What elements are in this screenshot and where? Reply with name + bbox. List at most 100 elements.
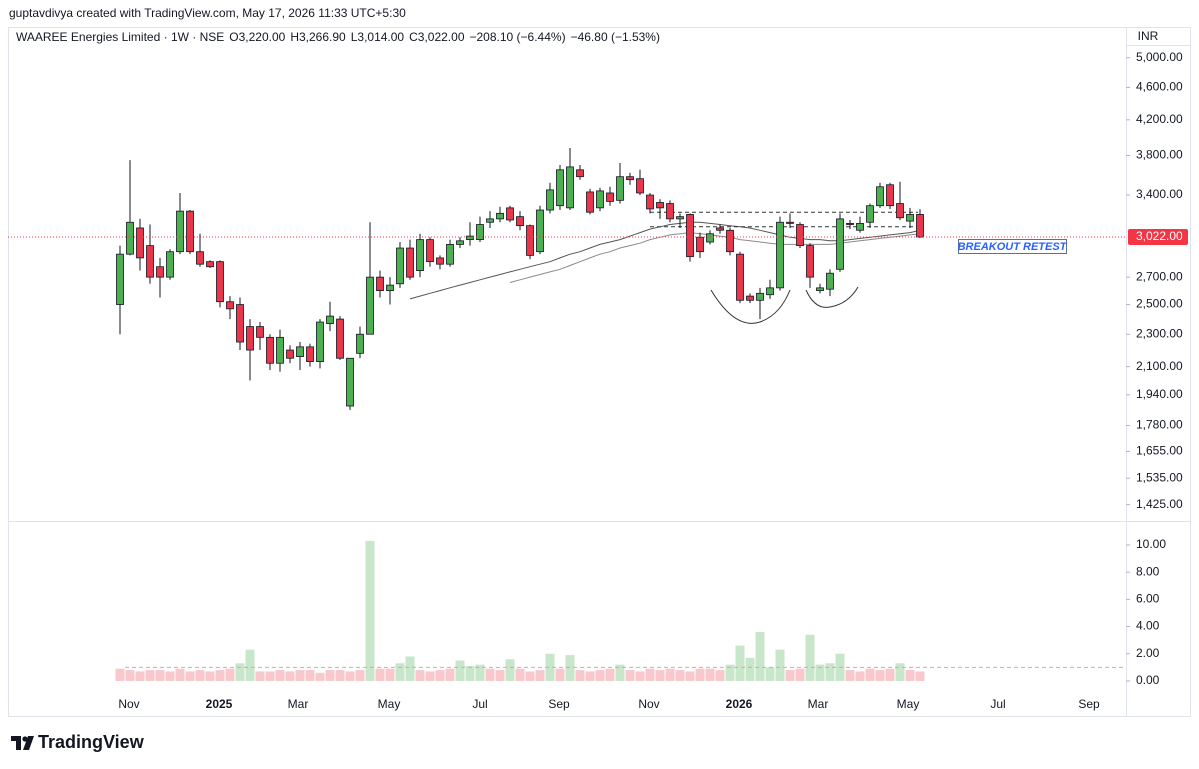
x-tick-label: Mar: [288, 697, 309, 711]
volume-bar: [645, 668, 655, 681]
volume-bar: [545, 653, 555, 681]
volume-bar: [675, 670, 685, 681]
volume-bar: [245, 649, 255, 681]
volume-bar: [325, 670, 335, 681]
last-price-label: 3,022.00: [1136, 229, 1183, 243]
candle-body: [806, 245, 814, 278]
annotation-box: [958, 239, 1067, 254]
legend-item: H3,266.90: [290, 30, 346, 44]
candle-body: [266, 336, 274, 364]
y-tick-label: 3,800.00: [1136, 148, 1183, 162]
candle-body: [776, 221, 784, 289]
candle-body: [136, 227, 144, 259]
candle-body: [286, 349, 294, 359]
x-tick-label: Nov: [118, 697, 139, 711]
y-tick-label: 1,940.00: [1136, 387, 1183, 401]
candle-body: [606, 192, 614, 202]
volume-bar: [915, 671, 925, 681]
candle-body: [196, 251, 204, 265]
x-tick-label: Mar: [808, 697, 829, 711]
volume-bar: [515, 668, 525, 681]
volume-bar: [845, 670, 855, 681]
candle-body: [866, 205, 874, 223]
candle-body: [276, 336, 284, 364]
volume-bar: [335, 670, 345, 681]
candle-body: [186, 210, 194, 253]
volume-bar: [555, 668, 565, 681]
candle-body: [436, 257, 444, 265]
y-tick-label: 2,700.00: [1136, 269, 1183, 283]
candle-body: [496, 212, 504, 220]
y-tick-label: 1,535.00: [1136, 470, 1183, 484]
volume-bar: [875, 670, 885, 681]
volume-bar: [315, 672, 325, 681]
x-tick-label: Nov: [638, 697, 659, 711]
candle-body: [766, 287, 774, 296]
x-tick-label: Jul: [472, 697, 487, 711]
candle-body: [676, 216, 684, 220]
y-tick-label: 2,100.00: [1136, 359, 1183, 373]
candle-body: [306, 346, 314, 362]
candle-body: [356, 333, 364, 354]
volume-bar: [265, 671, 275, 681]
y-tick-label: 3,400.00: [1136, 187, 1183, 201]
volume-bar: [855, 671, 865, 681]
candle-body: [126, 221, 134, 255]
candle-body: [736, 253, 744, 301]
volume-bar: [635, 671, 645, 681]
brand: TradingView: [38, 732, 145, 752]
volume-bar: [885, 668, 895, 681]
legend-item: −46.80 (−1.53%): [570, 30, 660, 44]
volume-bar: [795, 668, 805, 681]
volume-bar: [665, 668, 675, 681]
volume-bar: [725, 664, 735, 681]
candle-body: [346, 357, 354, 407]
last-price-box: [1128, 229, 1188, 246]
candle-body: [296, 346, 304, 357]
volume-bar: [385, 668, 395, 681]
candle-body: [116, 253, 124, 305]
candle-body: [326, 315, 334, 324]
volume-bar: [785, 670, 795, 681]
volume-bar: [195, 670, 205, 681]
y-tick-label: 5,000.00: [1136, 50, 1183, 64]
x-tick-label: Sep: [1078, 697, 1100, 711]
candle-body: [876, 186, 884, 207]
annotation: BREAKOUT RETEST: [958, 241, 1068, 253]
volume-bar: [345, 671, 355, 681]
legend-item: C3,022.00: [409, 30, 465, 44]
volume-bar: [735, 645, 745, 681]
candle-body: [246, 326, 254, 351]
y-tick-label: 2,300.00: [1136, 326, 1183, 340]
candle-body: [576, 169, 584, 178]
volume-bar: [585, 671, 595, 681]
volume-bar: [405, 656, 415, 681]
volume-bar: [175, 668, 185, 681]
candle-body: [846, 222, 854, 225]
volume-bar: [575, 670, 585, 681]
candle-body: [596, 190, 604, 209]
candle-body: [886, 184, 894, 207]
moving-average: [509, 232, 921, 283]
candle-body: [706, 233, 714, 243]
volume-bar: [415, 670, 425, 681]
y-tick-label: 4,600.00: [1136, 80, 1183, 94]
x-tick-label: 2026: [726, 697, 753, 711]
candle-body: [386, 284, 394, 291]
y-tick-label: 2,500.00: [1136, 297, 1183, 311]
volume-bar: [185, 671, 195, 681]
volume-bar: [465, 665, 475, 681]
candle-body: [216, 261, 224, 303]
attribution: guptavdivya created with TradingView.com…: [9, 6, 406, 20]
volume-bar: [825, 663, 835, 681]
legend: WAAREE Energies Limited · 1W · NSE O3,220…: [16, 30, 665, 44]
x-tick-label: Jul: [990, 697, 1005, 711]
volume-bar: [625, 670, 635, 681]
volume-bar: [815, 664, 825, 681]
brand-logo: [11, 736, 34, 750]
pattern-arc: [710, 289, 791, 324]
y-tick-label: 4,200.00: [1136, 112, 1183, 126]
candle-body: [536, 209, 544, 253]
candle-body: [916, 214, 924, 238]
